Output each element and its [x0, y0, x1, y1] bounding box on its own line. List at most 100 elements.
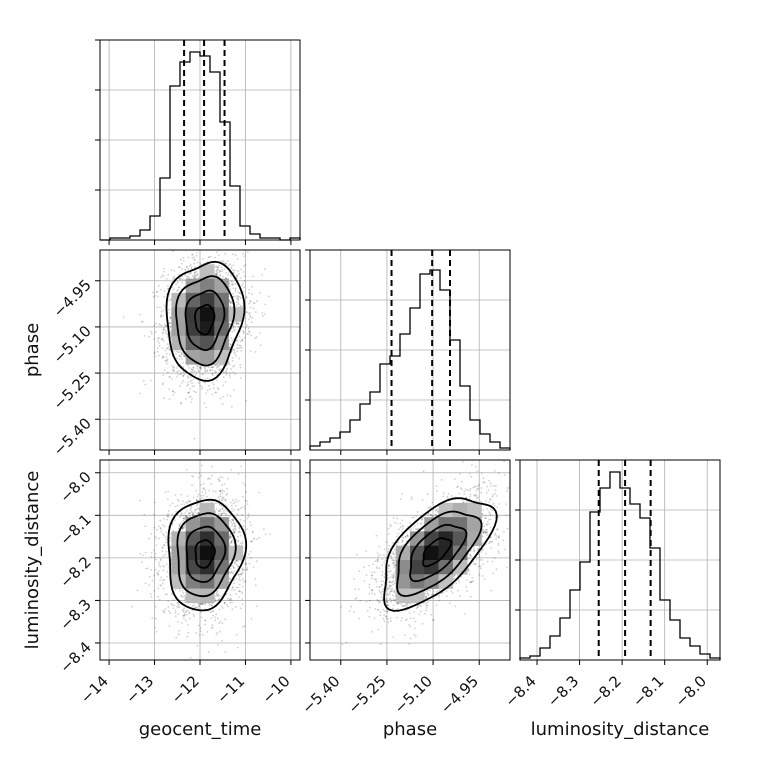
- sample-point: [203, 366, 206, 369]
- sample-point: [228, 577, 231, 580]
- sample-point: [203, 602, 206, 605]
- sample-point: [161, 546, 164, 549]
- sample-point: [250, 285, 253, 288]
- sample-point: [163, 327, 165, 330]
- sample-point: [238, 526, 241, 529]
- sample-point: [209, 369, 211, 372]
- sample-point: [163, 534, 165, 537]
- sample-point: [193, 258, 196, 261]
- sample-point: [220, 505, 223, 508]
- sample-point: [250, 540, 253, 543]
- sample-point: [233, 582, 235, 585]
- sample-point: [245, 297, 248, 299]
- sample-point: [231, 339, 234, 342]
- sample-point: [238, 335, 241, 338]
- sample-point: [243, 280, 246, 283]
- sample-point: [206, 370, 209, 372]
- sample-point: [209, 478, 212, 480]
- sample-point: [182, 528, 184, 530]
- sample-point: [182, 361, 185, 364]
- sample-point: [227, 477, 230, 480]
- sample-point: [240, 465, 243, 468]
- sample-point: [198, 276, 200, 279]
- sample-point: [238, 296, 241, 298]
- sample-point: [233, 329, 236, 332]
- sample-point: [238, 344, 241, 347]
- sample-point: [215, 274, 218, 276]
- sample-point: [246, 333, 249, 335]
- sample-point: [219, 508, 222, 511]
- sample-point: [247, 292, 250, 295]
- sample-point: [188, 367, 191, 369]
- sample-point: [209, 369, 212, 372]
- sample-point: [194, 274, 197, 277]
- sample-point: [161, 582, 164, 585]
- sample-point: [173, 451, 175, 453]
- sample-point: [182, 353, 185, 356]
- sample-point: [233, 522, 236, 525]
- sample-point: [216, 386, 219, 389]
- sample-point: [210, 366, 213, 369]
- sample-point: [193, 266, 196, 269]
- sample-point: [225, 514, 228, 517]
- sample-point: [244, 562, 247, 565]
- sample-point: [224, 262, 226, 265]
- sample-point: [224, 499, 227, 502]
- sample-point: [166, 360, 168, 362]
- sample-point: [131, 605, 134, 608]
- sample-point: [177, 605, 180, 608]
- sample-point: [208, 603, 211, 605]
- sample-point: [210, 604, 213, 607]
- sample-point: [192, 275, 194, 277]
- sample-point: [179, 277, 182, 280]
- sample-point: [157, 337, 159, 340]
- sample-point: [194, 606, 196, 609]
- sample-point: [218, 510, 221, 513]
- sample-point: [194, 275, 196, 278]
- sample-point: [227, 271, 230, 274]
- sample-point: [228, 305, 231, 307]
- sample-point: [157, 285, 160, 287]
- sample-point: [212, 387, 215, 389]
- sample-point: [217, 513, 220, 516]
- sample-point: [233, 579, 236, 582]
- sample-point: [166, 518, 169, 521]
- sample-point: [196, 367, 199, 370]
- sample-point: [261, 274, 263, 276]
- sample-point: [256, 300, 258, 303]
- sample-point: [191, 514, 194, 517]
- sample-point: [241, 338, 244, 341]
- sample-point: [234, 562, 236, 565]
- sample-point: [216, 379, 218, 382]
- sample-point: [160, 310, 163, 313]
- sample-point: [191, 256, 194, 259]
- sample-point: [219, 490, 221, 493]
- density-cell: [171, 335, 187, 351]
- sample-point: [224, 277, 227, 279]
- sample-point: [218, 599, 221, 601]
- sample-point: [182, 374, 185, 377]
- sample-point: [233, 351, 236, 353]
- sample-point: [215, 591, 218, 593]
- sample-point: [218, 369, 221, 372]
- sample-point: [153, 352, 156, 355]
- sample-point: [181, 246, 183, 248]
- sample-point: [172, 278, 175, 280]
- sample-point: [223, 498, 226, 500]
- sample-point: [219, 364, 221, 367]
- sample-point: [224, 651, 227, 654]
- sample-point: [154, 627, 157, 629]
- sample-point: [200, 616, 203, 619]
- sample-point: [226, 394, 229, 396]
- sample-point: [228, 346, 231, 349]
- sample-point: [243, 507, 246, 510]
- sample-point: [206, 631, 209, 633]
- sample-point: [236, 343, 239, 346]
- sample-point: [228, 301, 231, 303]
- sample-point: [200, 464, 203, 467]
- sample-point: [165, 531, 168, 534]
- sample-point: [182, 519, 185, 522]
- sample-point: [235, 593, 238, 595]
- sample-point: [231, 539, 234, 542]
- sample-point: [159, 527, 162, 530]
